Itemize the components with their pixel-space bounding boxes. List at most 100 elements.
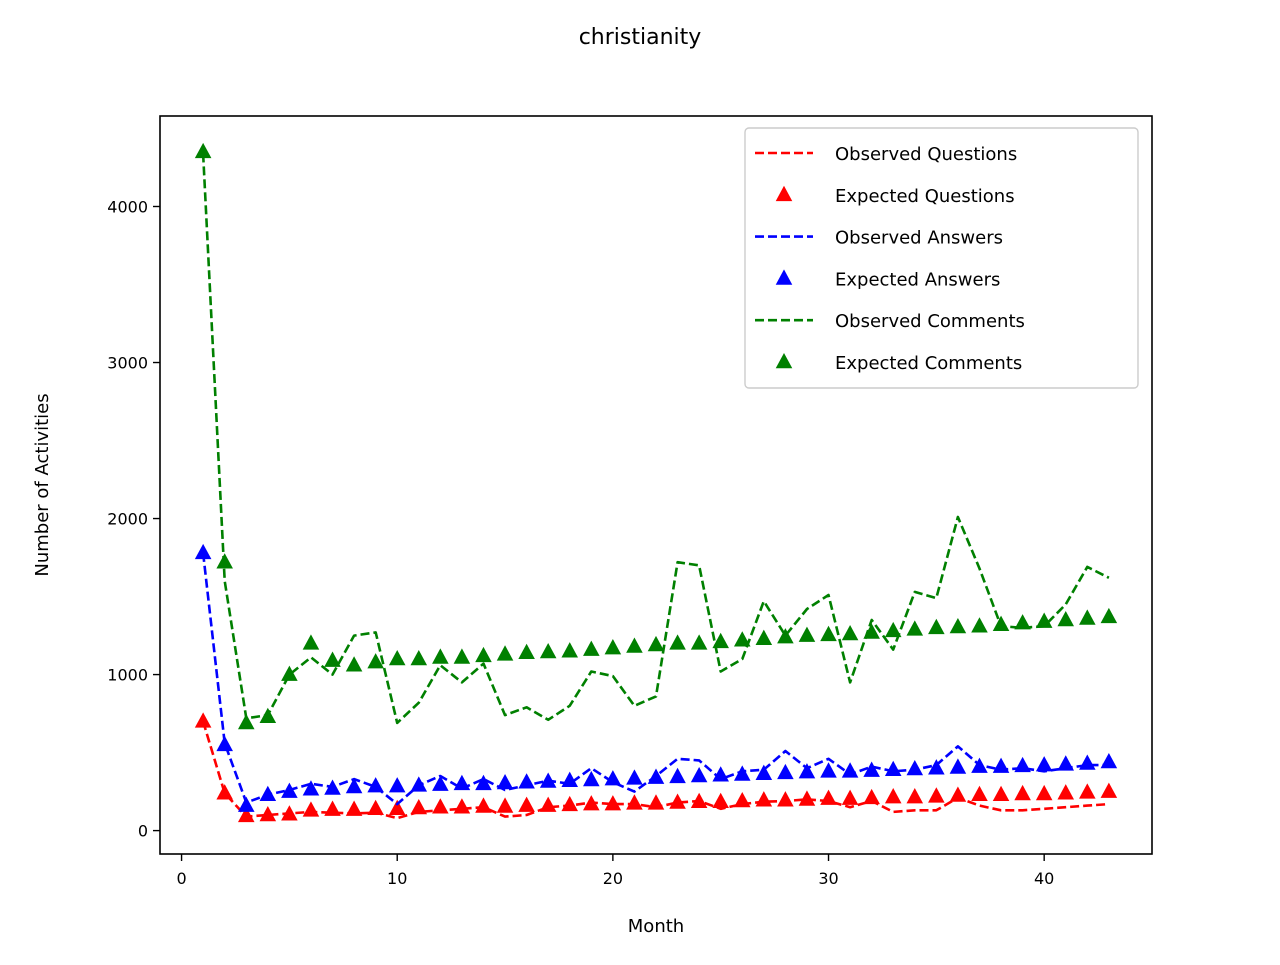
y-tick-label: 1000 [107,666,148,685]
marker-expected-answers [388,777,406,793]
marker-expected-answers [604,770,622,786]
x-tick-label: 20 [603,869,623,888]
marker-expected-answers [561,771,579,787]
legend-label-expected-comments: Expected Comments [835,353,1022,374]
y-tick-label: 2000 [107,510,148,529]
legend-swatch-expected-comments [775,353,793,369]
marker-expected-answers [216,735,233,752]
marker-expected-answers [302,780,320,796]
marker-expected-questions [841,789,859,805]
marker-expected-answers [971,757,988,773]
legend-label-expected-questions: Expected Questions [835,186,1015,207]
y-tick-label: 4000 [107,197,148,216]
marker-expected-questions [237,806,255,823]
marker-expected-answers [367,777,384,793]
marker-expected-questions [475,797,492,813]
marker-expected-comments [237,713,255,730]
marker-expected-comments [906,620,924,636]
legend-label-observed-questions: Observed Questions [835,144,1017,165]
marker-expected-answers [410,776,428,792]
marker-expected-comments [302,634,320,650]
marker-expected-questions [324,800,341,816]
marker-expected-comments [432,648,449,664]
marker-expected-comments [1057,610,1075,627]
marker-expected-answers [281,782,298,798]
marker-expected-questions [777,791,794,807]
marker-expected-questions [604,795,622,811]
marker-expected-questions [712,792,729,809]
marker-expected-comments [863,623,880,639]
marker-expected-comments [798,626,816,642]
marker-expected-questions [194,712,212,728]
marker-expected-comments [949,617,967,634]
marker-expected-questions [453,798,471,814]
marker-expected-comments [410,649,428,666]
marker-expected-comments [1035,612,1053,628]
marker-expected-answers [733,765,751,781]
x-axis: 0 10 20 30 40 [176,854,1054,888]
marker-expected-questions [345,800,363,816]
legend-box [744,127,1139,389]
marker-expected-comments [583,640,600,656]
marker-expected-questions [863,788,880,805]
marker-expected-comments [1079,609,1096,625]
marker-expected-comments [884,621,902,638]
marker-expected-answers [453,774,471,791]
marker-expected-comments [194,142,212,159]
marker-expected-answers [841,762,859,778]
marker-expected-answers [777,763,794,780]
plot-frame [159,115,1153,855]
marker-expected-questions [302,801,320,817]
marker-expected-answers [345,777,363,794]
x-tick-label: 30 [818,869,838,888]
marker-expected-comments [345,656,363,672]
marker-expected-answers [928,759,945,775]
marker-expected-questions [820,789,837,805]
marker-expected-comments [841,625,859,641]
marker-expected-answers [194,543,212,560]
marker-expected-comments [647,635,665,652]
marker-expected-answers [259,785,277,802]
series-line-observed-comments [201,153,1110,725]
marker-expected-comments [518,643,535,660]
marker-expected-comments [561,642,579,658]
marker-expected-questions [561,795,579,812]
x-tick-label: 40 [1034,869,1054,888]
marker-expected-questions [733,791,751,808]
x-tick-label: 0 [176,869,186,888]
marker-expected-comments [992,615,1010,631]
marker-expected-comments [971,617,988,633]
marker-expected-answers [669,767,686,784]
marker-expected-answers [949,758,967,774]
marker-expected-comments [669,634,686,650]
marker-expected-comments [604,639,622,655]
marker-expected-answers [820,762,837,778]
y-axis: 0 1000 2000 3000 4000 [107,197,160,841]
marker-expected-comments [626,637,643,653]
marker-expected-questions [1079,783,1096,799]
marker-expected-answers [583,770,600,787]
marker-expected-answers [539,772,557,788]
marker-expected-questions [755,791,773,807]
marker-expected-answers [906,759,924,776]
legend-label-observed-answers: Observed Answers [835,228,1003,249]
marker-expected-questions [928,787,945,803]
marker-expected-comments [755,629,773,645]
marker-expected-questions [626,794,643,810]
marker-expected-answers [496,774,514,790]
y-tick-label: 3000 [107,354,148,373]
legend-swatch-expected-questions [775,185,793,202]
marker-expected-questions [1014,784,1031,801]
marker-expected-comments [496,645,514,661]
marker-expected-answers [1014,756,1031,773]
y-tick-label: 0 [138,822,148,841]
marker-expected-answers [237,796,255,812]
legend-label-observed-comments: Observed Comments [835,311,1025,332]
marker-expected-questions [690,792,708,809]
marker-expected-answers [992,757,1010,773]
marker-expected-answers [432,775,449,791]
marker-expected-comments [367,653,384,669]
marker-expected-comments [733,631,751,647]
marker-expected-comments [777,628,794,644]
